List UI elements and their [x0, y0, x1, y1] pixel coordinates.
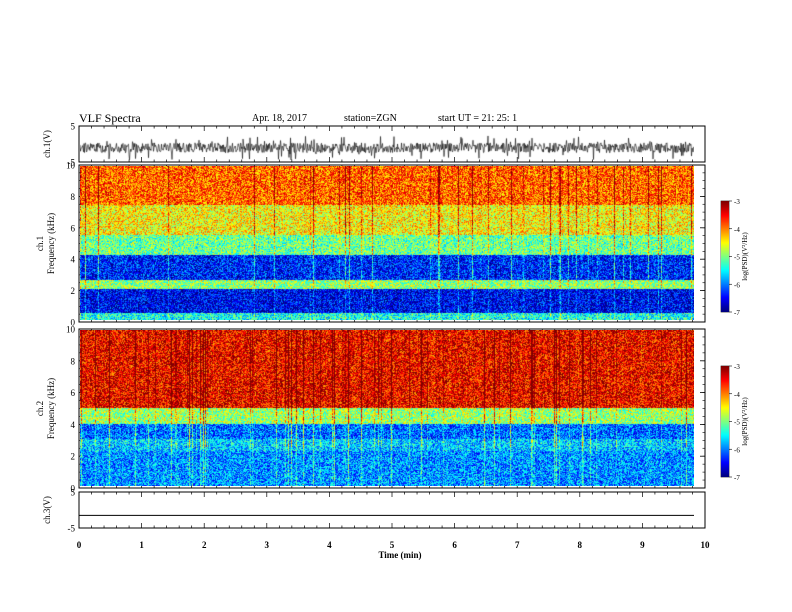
- ch1-spectrogram: [80, 166, 694, 320]
- station-label: station=ZGN: [344, 113, 397, 124]
- ch1-waveform: [80, 128, 694, 160]
- ch1-colorbar: [721, 201, 729, 312]
- x-tick-label: 7: [515, 540, 520, 550]
- x-tick-label: 3: [265, 540, 270, 550]
- x-tick-label: 2: [202, 540, 207, 550]
- y-tick-label: 2: [71, 286, 76, 296]
- colorbar-tick-label: -6: [734, 281, 740, 289]
- y-axis-label-3: Frequency (kHz): [46, 378, 56, 439]
- y-tick-label: 0: [71, 318, 76, 328]
- y-axis-label-3: ch.2: [35, 401, 45, 416]
- date-label: Apr. 18, 2017: [252, 113, 307, 124]
- colorbar-tick-label: -4: [734, 226, 740, 234]
- colorbar-tick-label: -3: [734, 198, 740, 206]
- y-tick-label: 8: [71, 356, 76, 366]
- x-tick-label: 10: [701, 540, 711, 550]
- y-axis-label-2: Frequency (kHz): [46, 213, 56, 274]
- y-axis-label-4: ch.3(V): [42, 496, 52, 524]
- y-tick-label: 6: [71, 223, 76, 233]
- x-axis-label: Time (min): [378, 550, 421, 560]
- start-time-label: start UT = 21: 25: 1: [438, 113, 518, 124]
- y-tick-label: 6: [71, 388, 76, 398]
- y-tick-label: 2: [71, 452, 76, 462]
- y-axis-label-2: ch.1: [35, 236, 45, 251]
- colorbar-label-2: log(PSD)(V²/Hz): [741, 397, 749, 446]
- x-tick-label: 0: [77, 540, 82, 550]
- x-tick-label: 1: [139, 540, 144, 550]
- colorbar-tick-label: -7: [734, 309, 740, 317]
- ch2-spectrogram: [80, 330, 694, 486]
- y-tick-label: 10: [66, 161, 76, 171]
- x-tick-label: 4: [327, 540, 332, 550]
- colorbar-tick-label: -4: [734, 391, 740, 399]
- y-tick-label: 4: [71, 420, 76, 430]
- y-tick-label: -5: [68, 524, 76, 534]
- colorbar-tick-label: -5: [734, 254, 740, 262]
- colorbar-tick-label: -7: [734, 474, 740, 482]
- x-tick-label: 5: [390, 540, 395, 550]
- y-axis-label-1: ch.1(V): [42, 130, 52, 158]
- x-tick-label: 6: [452, 540, 457, 550]
- y-tick-label: 5: [71, 488, 76, 498]
- colorbar-label-1: log(PSD)(V²/Hz): [741, 232, 749, 281]
- x-tick-label: 8: [578, 540, 583, 550]
- x-tick-label: 9: [640, 540, 645, 550]
- y-tick-label: 8: [71, 192, 76, 202]
- y-tick-label: 4: [71, 255, 76, 265]
- figure-title: VLF Spectra: [79, 111, 141, 125]
- y-tick-label: -5: [68, 158, 76, 168]
- y-tick-label: 10: [66, 325, 76, 335]
- colorbar-tick-label: -6: [734, 446, 740, 454]
- colorbar-tick-label: -3: [734, 363, 740, 371]
- panel-frame-4: [78, 491, 706, 529]
- colorbar-tick-label: -5: [734, 419, 740, 427]
- y-tick-label: 0: [71, 484, 76, 494]
- y-tick-label: 5: [71, 122, 76, 132]
- ch2-colorbar: [721, 366, 729, 477]
